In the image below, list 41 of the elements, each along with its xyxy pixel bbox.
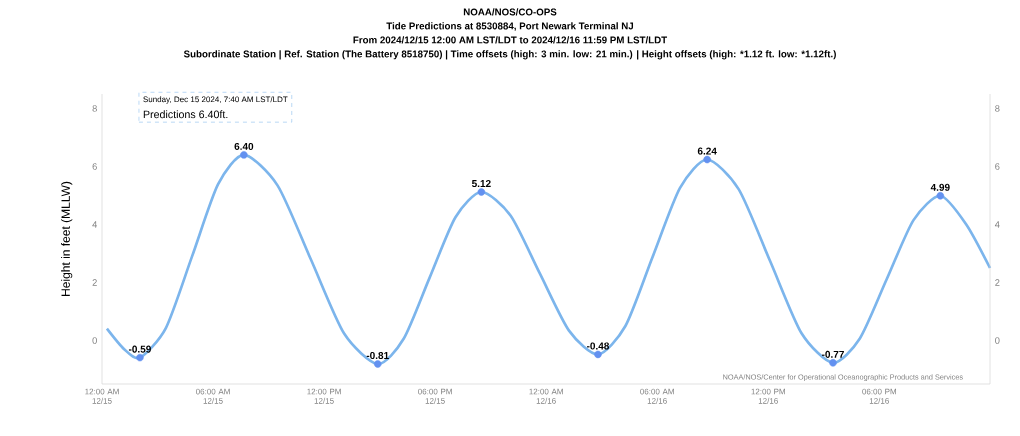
annotation: Predictions 6.40ft. [143, 110, 228, 119]
x-tick-label: 06:00 PM 12/15 [418, 388, 452, 404]
x-tick-label: 06:00 AM 12/16 [640, 388, 674, 404]
y2-tick-label: 4 [994, 221, 1000, 228]
point [373, 360, 382, 368]
point [829, 359, 837, 367]
data-label: -0.81 [366, 351, 389, 360]
y2-tick-label: 0 [995, 337, 1000, 344]
data-label: 4.99 [930, 183, 950, 191]
y2-tick-label: 2 [995, 279, 1000, 286]
data-label: 5.12 [471, 180, 491, 188]
data-label: 6.40 [234, 142, 254, 150]
point [594, 350, 602, 359]
chart-subtitle: Tide Predictions at 8530884, Port Newark Terminal NJ [386, 22, 634, 31]
x-tick-label: 12:00 PM 12/16 [751, 388, 785, 404]
x-tick-label: 12:00 AM 12/16 [529, 388, 563, 404]
chart-title: NOAA/NOS/CO-OPS [463, 8, 557, 16]
text: Subordinate Station | Ref. Station (The Battery 8518750) | Time offsets (high: 3 min. low: 21 min.) | Height offsets (high: *1.12 ft. low: *1.12ft.) [183, 50, 836, 60]
x-tick-label: 06:00 PM 12/16 [862, 388, 896, 404]
point [240, 151, 248, 159]
text: From 2024/12/15 12:00 AM LST/LDT to 2024/12/16 11:59 PM LST/LDT [353, 36, 668, 44]
y-tick-label: 6 [92, 163, 97, 170]
y-tick-label: 2 [92, 279, 97, 286]
y-tick-label: 0 [92, 337, 97, 344]
annotation: Sunday, Dec 15 2024, 7:40 AM LST/LDT [143, 96, 288, 104]
point [136, 353, 144, 362]
data-label: -0.59 [128, 345, 151, 353]
x-tick-label: 12:00 PM 12/15 [307, 388, 341, 404]
x-tick-label: 06:00 AM 12/15 [196, 388, 230, 404]
data-label: 6.24 [697, 147, 717, 155]
point [703, 155, 711, 164]
y-tick-label: 4 [92, 221, 98, 228]
data-label: -0.48 [586, 342, 610, 350]
y-tick-label: 8 [92, 105, 97, 112]
point [936, 192, 945, 200]
x-tick-label: 12:00 AM 12/15 [85, 388, 119, 404]
y2-tick-label: 6 [995, 163, 1000, 170]
y2-tick-label: 8 [995, 105, 1000, 112]
y-axis-title: Height in feet (MLLW) [61, 181, 73, 296]
point [477, 188, 486, 196]
data-label: -0.77 [822, 350, 844, 358]
